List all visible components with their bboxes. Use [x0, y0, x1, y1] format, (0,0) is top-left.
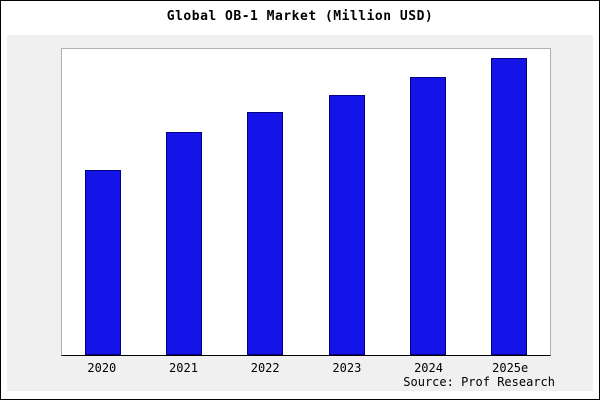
bar-column [387, 49, 468, 355]
source-credit: Source: Prof Research [403, 375, 555, 389]
bar-2024 [409, 76, 446, 355]
bar-column [225, 49, 306, 355]
chart-title: Global OB-1 Market (Million USD) [166, 9, 434, 24]
bar-2020 [84, 169, 121, 355]
x-tick-label: 2020 [87, 361, 117, 375]
x-tick-label: 2024 [414, 361, 443, 375]
bar-2021 [165, 132, 202, 355]
x-tick-label: 2025e [492, 361, 529, 375]
x-tick-label: 2021 [169, 361, 198, 375]
plot-area [61, 48, 551, 356]
bar-2022 [247, 112, 284, 355]
x-labels: 2020 2021 2022 2023 2024 2025e [61, 361, 551, 375]
bar-column [62, 49, 143, 355]
bar-2025e [491, 58, 528, 355]
x-tick-label: 2022 [250, 361, 280, 375]
x-tick-label: 2023 [332, 361, 362, 375]
bar-column [306, 49, 387, 355]
bar-2023 [328, 95, 365, 355]
bars [62, 49, 550, 355]
bar-column [143, 49, 224, 355]
chart-background-panel: 2020 2021 2022 2023 2024 2025e [7, 35, 593, 391]
bar-column [469, 49, 550, 355]
